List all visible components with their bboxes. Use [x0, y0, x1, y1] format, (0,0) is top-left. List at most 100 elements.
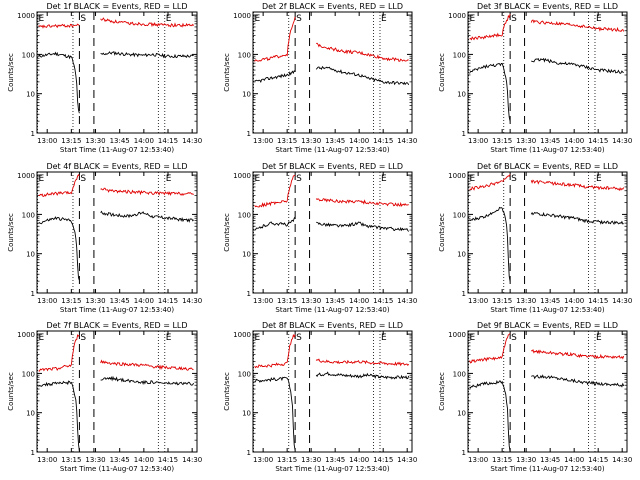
- plot-frame: [467, 171, 628, 294]
- x-tick-label: 13:15: [61, 137, 81, 145]
- y-axis-label: Counts/sec: [7, 372, 15, 411]
- plot-frame: [467, 11, 628, 134]
- y-tick-label: 10: [457, 410, 466, 418]
- y-tick-label: 100: [22, 51, 35, 59]
- x-axis-label: Start Time (11-Aug-07 12:53:40): [275, 146, 389, 154]
- x-tick-label: 13:15: [277, 297, 297, 305]
- y-tick-label: 1: [247, 290, 251, 298]
- y-tick-label: 1: [247, 449, 251, 457]
- eclipse-marker-label: E: [39, 174, 45, 184]
- x-axis-label: Start Time (11-Aug-07 12:53:40): [60, 146, 174, 154]
- eclipse-marker-label: E: [381, 333, 387, 343]
- lld-series-line: [254, 333, 410, 369]
- y-tick-label: 1000: [233, 12, 251, 20]
- eclipse-marker-label: E: [39, 333, 45, 343]
- y-axis-label: Counts/sec: [223, 53, 231, 92]
- y-tick-label: 1000: [233, 172, 251, 180]
- x-tick-label: 13:45: [110, 456, 130, 464]
- x-tick-label: 14:15: [373, 456, 393, 464]
- y-tick-label: 1: [462, 290, 466, 298]
- x-tick-label: 13:15: [492, 137, 512, 145]
- x-tick-label: 14:30: [182, 456, 202, 464]
- events-series-line: [254, 65, 410, 86]
- chart-title: Det 3f BLACK = Events, RED = LLD: [477, 2, 618, 11]
- plot-frame: [252, 330, 413, 453]
- x-axis-label: Start Time (11-Aug-07 12:53:40): [490, 465, 604, 473]
- x-tick-label: 14:30: [397, 297, 417, 305]
- y-tick-label: 1000: [448, 172, 466, 180]
- x-tick-label: 13:15: [61, 456, 81, 464]
- lld-series-line: [254, 16, 409, 62]
- y-axis-label: Counts/sec: [7, 53, 15, 92]
- y-axis-label: Counts/sec: [438, 53, 446, 92]
- chart-title: Det 9f BLACK = Events, RED = LLD: [477, 321, 618, 330]
- x-tick-label: 14:30: [397, 137, 417, 145]
- y-tick-label: 1: [31, 290, 35, 298]
- x-tick-label: 14:00: [564, 456, 584, 464]
- x-tick-label: 14:00: [564, 137, 584, 145]
- x-tick-label: 13:15: [61, 297, 81, 305]
- eclipse-marker-label: E: [166, 333, 172, 343]
- eclipse-marker-label: E: [166, 14, 172, 24]
- x-tick-label: 14:15: [588, 137, 608, 145]
- x-tick-label: 13:15: [492, 297, 512, 305]
- x-tick-label: 13:45: [110, 137, 130, 145]
- saa-marker-label: S: [511, 14, 517, 24]
- x-axis-label: Start Time (11-Aug-07 12:53:40): [490, 146, 604, 154]
- plot-frame: [252, 11, 413, 134]
- events-series-line: [38, 50, 194, 114]
- x-tick-label: 14:00: [349, 456, 369, 464]
- eclipse-marker-label: E: [255, 14, 261, 24]
- events-series-line: [38, 210, 194, 281]
- x-tick-label: 14:00: [349, 297, 369, 305]
- x-tick-label: 14:15: [588, 456, 608, 464]
- y-tick-label: 10: [242, 91, 251, 99]
- x-tick-label: 13:15: [277, 456, 297, 464]
- plot-frame: [36, 330, 198, 453]
- eclipse-marker-label: E: [381, 174, 387, 184]
- y-tick-label: 100: [453, 370, 466, 378]
- x-tick-label: 14:00: [134, 456, 154, 464]
- x-tick-label: 13:00: [468, 297, 488, 305]
- x-tick-label: 13:00: [37, 137, 57, 145]
- y-tick-label: 100: [22, 211, 35, 219]
- events-series-line: [469, 206, 624, 282]
- events-series-line: [38, 375, 194, 452]
- y-tick-label: 1000: [233, 331, 251, 339]
- x-tick-label: 13:00: [468, 456, 488, 464]
- saa-marker-label: S: [80, 174, 86, 184]
- y-tick-label: 1: [462, 449, 466, 457]
- y-tick-label: 1000: [17, 12, 35, 20]
- y-tick-label: 10: [26, 410, 35, 418]
- eclipse-marker-label: E: [596, 14, 602, 24]
- y-tick-label: 100: [238, 211, 251, 219]
- saa-marker-label: S: [296, 333, 302, 343]
- x-axis-label: Start Time (11-Aug-07 12:53:40): [60, 306, 174, 314]
- x-tick-label: 14:15: [158, 456, 178, 464]
- saa-marker-label: S: [511, 174, 517, 184]
- x-tick-label: 13:30: [516, 137, 536, 145]
- saa-marker-label: S: [80, 14, 86, 24]
- x-axis-label: Start Time (11-Aug-07 12:53:40): [60, 465, 174, 473]
- y-tick-label: 100: [453, 211, 466, 219]
- x-tick-label: 13:15: [492, 456, 512, 464]
- eclipse-marker-label: E: [255, 333, 261, 343]
- x-tick-label: 14:15: [158, 297, 178, 305]
- events-series-line: [469, 374, 625, 453]
- y-tick-label: 10: [26, 91, 35, 99]
- saa-marker-label: S: [296, 174, 302, 184]
- x-tick-label: 13:45: [325, 456, 345, 464]
- x-tick-label: 14:30: [612, 137, 632, 145]
- events-series-line: [254, 216, 410, 232]
- y-axis-label: Counts/sec: [223, 213, 231, 252]
- y-axis-label: Counts/sec: [223, 372, 231, 411]
- eclipse-marker-label: E: [596, 174, 602, 184]
- y-tick-label: 1000: [448, 12, 466, 20]
